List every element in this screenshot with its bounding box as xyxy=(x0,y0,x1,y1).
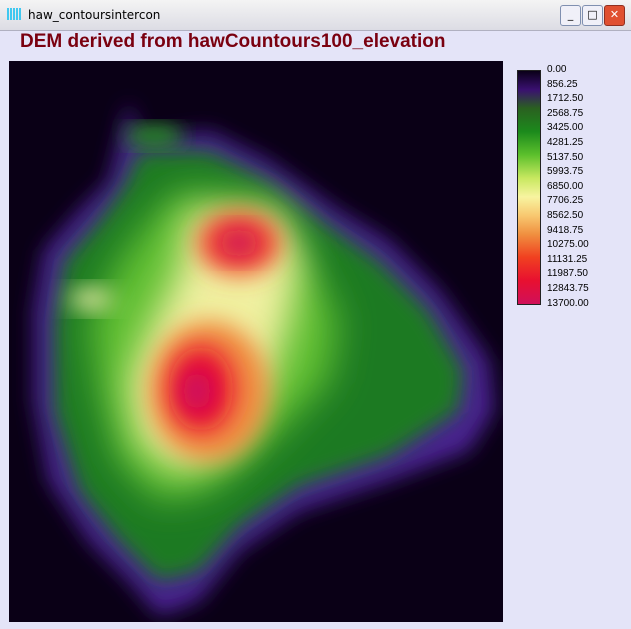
legend-color-bar xyxy=(517,70,541,305)
legend-label: 7706.25 xyxy=(547,195,584,207)
legend-label: 1712.50 xyxy=(547,93,584,105)
maximize-button[interactable]: □ xyxy=(582,5,603,26)
dem-map xyxy=(9,61,503,622)
window-icon xyxy=(7,8,21,20)
legend-label: 3425.00 xyxy=(547,122,584,134)
minimize-button[interactable]: _ xyxy=(560,5,581,26)
close-button[interactable]: ✕ xyxy=(604,5,625,26)
legend-label: 13700.00 xyxy=(547,297,589,309)
legend-label: 0.00 xyxy=(547,64,567,75)
legend-label: 5993.75 xyxy=(547,166,584,178)
legend-label: 8562.50 xyxy=(547,210,584,221)
legend-label: 856.25 xyxy=(547,78,578,90)
title-bar: haw_contoursintercon _ □ ✕ xyxy=(0,0,631,31)
legend-label: 11987.50 xyxy=(547,268,588,280)
legend-label: 9418.75 xyxy=(547,224,584,236)
legend-label: 4281.25 xyxy=(547,137,584,148)
legend-label: 11131.25 xyxy=(547,253,588,265)
legend-label: 2568.75 xyxy=(547,107,584,119)
window-title: haw_contoursintercon xyxy=(28,8,161,22)
map-title: DEM derived from hawCountours100_elevati… xyxy=(20,31,446,52)
legend-label: 5137.50 xyxy=(547,151,584,163)
legend-label: 10275.00 xyxy=(547,239,589,251)
legend-label: 6850.00 xyxy=(547,180,584,192)
legend-label: 12843.75 xyxy=(547,283,589,294)
